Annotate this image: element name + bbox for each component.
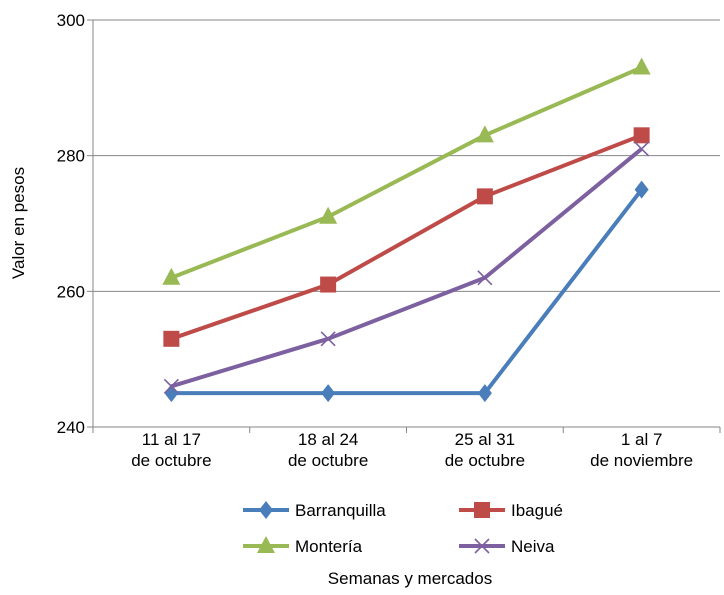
legend-marker [474, 538, 490, 554]
legend-label: Neiva [511, 537, 555, 556]
data-point [162, 267, 181, 285]
x-tick-label: de noviembre [590, 451, 693, 470]
legend-item: Barranquilla [243, 501, 386, 520]
data-point [475, 125, 494, 143]
x-tick-label: 18 al 24 [298, 430, 359, 449]
legend-item: Neiva [459, 537, 555, 556]
series-layer [162, 57, 651, 403]
y-tick-label: 260 [57, 282, 85, 301]
data-point [321, 384, 336, 403]
x-axis-title: Semanas y mercados [328, 569, 492, 588]
y-tick-label: 280 [57, 147, 85, 166]
y-tick-label: 300 [57, 11, 85, 30]
series-line [170, 147, 643, 389]
legend-item: Ibagué [459, 501, 563, 520]
legend-label: Montería [295, 537, 363, 556]
data-point [476, 188, 493, 205]
legend-label: Barranquilla [295, 501, 386, 520]
data-point [634, 180, 649, 199]
series-ibagué [163, 127, 650, 347]
y-axis-title: Valor en pesos [9, 167, 28, 279]
legend-marker [474, 502, 490, 518]
data-point [164, 384, 179, 403]
data-point [632, 57, 651, 75]
x-tick-label: 25 al 31 [455, 430, 516, 449]
data-point [163, 330, 180, 347]
series-line [170, 133, 643, 341]
data-point [477, 270, 493, 286]
x-tick-label: de octubre [131, 451, 211, 470]
legend-marker [259, 501, 273, 519]
axes-layer: 240 260 280 300 11 al 17 de octubre 18 al 24 de… [57, 11, 721, 470]
grid-layer [93, 19, 720, 292]
series-barranquilla [164, 180, 649, 403]
legend: Barranquilla Ibagué Montería Neiva [243, 501, 563, 556]
data-point [633, 127, 650, 144]
legend-marker [257, 536, 275, 553]
x-tick-label: de octubre [445, 451, 525, 470]
data-point [319, 206, 338, 224]
x-tick-label: de octubre [288, 451, 368, 470]
series-line [171, 188, 644, 396]
series-line [170, 65, 643, 280]
data-point [634, 141, 650, 157]
legend-item: Montería [243, 536, 363, 556]
data-point [320, 331, 336, 347]
series-montería [162, 57, 651, 285]
x-tick-label: 1 al 7 [621, 430, 663, 449]
data-point [320, 276, 337, 293]
legend-label: Ibagué [511, 501, 563, 520]
y-tick-label: 240 [57, 418, 85, 437]
x-tick-label: 11 al 17 [142, 430, 201, 449]
series-neiva [163, 141, 650, 394]
data-point [477, 384, 492, 403]
data-point [163, 378, 179, 394]
